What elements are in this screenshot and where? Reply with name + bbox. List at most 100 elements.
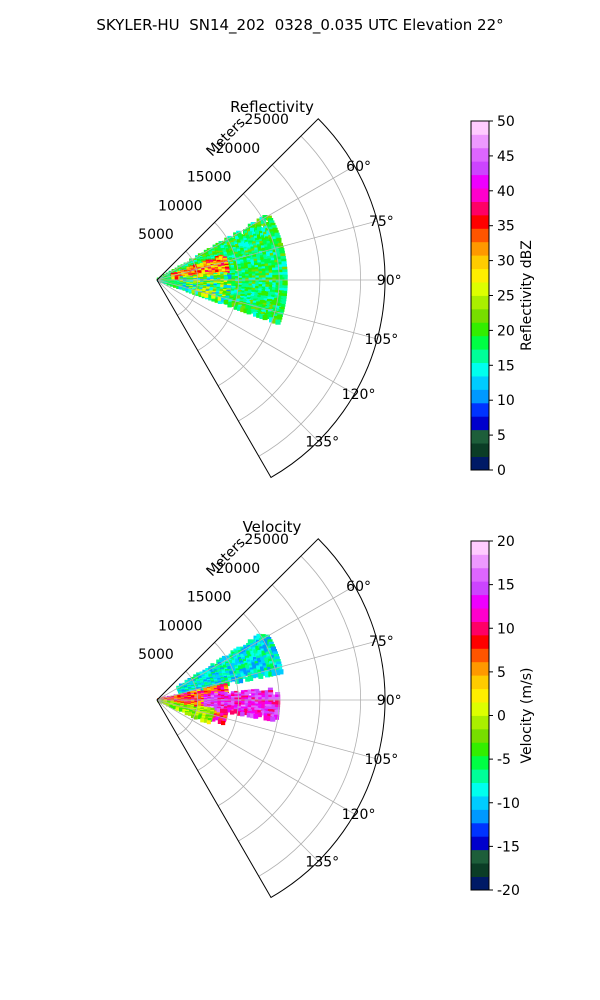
echo-cell <box>252 664 257 670</box>
colorbar-segment <box>471 728 489 743</box>
colorbar-segment <box>471 715 489 730</box>
echo-cell <box>278 264 284 270</box>
azimuth-tick-label: 120° <box>342 807 376 823</box>
colorbar-segment <box>471 849 489 864</box>
echo-cell <box>213 706 218 711</box>
azimuth-tick-label: 105° <box>365 332 399 348</box>
range-tick-label: 20000 <box>216 561 261 577</box>
echo-cell <box>188 288 192 293</box>
colorbar-segment <box>471 863 489 877</box>
colorbar-segment <box>471 809 489 824</box>
echo-cell <box>178 708 183 712</box>
sector-frame <box>156 538 386 899</box>
echo-cell <box>221 718 227 723</box>
echo-cell <box>250 261 256 267</box>
azimuth-tick-label: 75° <box>369 634 394 650</box>
echo-cell <box>250 669 255 675</box>
echo-cell <box>236 711 242 716</box>
echo-cell <box>197 715 202 720</box>
echo-cell <box>231 302 236 307</box>
colorbar-segment <box>471 335 489 350</box>
echo-cell <box>215 296 220 301</box>
echo-cell <box>277 259 283 265</box>
colorbar-segment <box>471 295 489 310</box>
echo-cell <box>171 276 175 280</box>
echo-cell <box>233 709 238 714</box>
echo-cell <box>191 289 196 294</box>
echo-cell <box>224 297 229 302</box>
echo-cell <box>278 290 284 296</box>
figure-title: SKYLER-HU SN14_202 0328_0.035 UTC Elevat… <box>96 16 504 34</box>
echo-cell <box>197 291 202 296</box>
echo-cell <box>193 281 197 285</box>
echo-cell <box>270 716 276 722</box>
echo-cell <box>205 668 210 672</box>
range-tick-label: 5000 <box>138 227 174 243</box>
echo-cell <box>278 285 285 291</box>
range-ring <box>197 642 239 771</box>
echo-cell <box>236 646 241 652</box>
echo-cell <box>233 305 239 310</box>
echo-cell <box>254 672 260 678</box>
echo-cell <box>248 273 254 279</box>
echo-cell <box>209 668 214 673</box>
echo-cell <box>241 251 246 257</box>
echo-cell <box>160 700 164 704</box>
echo-cell <box>256 633 262 639</box>
range-tick-label: 15000 <box>187 170 232 186</box>
echo-cell <box>241 648 246 654</box>
colorbar-segment <box>471 688 489 703</box>
echo-cell <box>277 298 283 304</box>
colorbar-segment <box>471 402 489 417</box>
echo-cell <box>228 237 233 242</box>
echo-cell <box>210 275 215 280</box>
colorbar-tick-label: 50 <box>497 114 515 130</box>
colorbar-segment <box>471 214 489 229</box>
echo-cell <box>225 655 231 660</box>
range-ring <box>217 613 280 807</box>
panel-title: Reflectivity <box>230 98 314 116</box>
echo-cell <box>206 274 211 279</box>
echo-cell <box>269 317 275 323</box>
echo-cell <box>281 296 287 302</box>
echo-cell <box>230 705 235 710</box>
colorbar-segment <box>471 621 489 636</box>
echo-cell <box>204 715 209 720</box>
echo-cell <box>201 715 206 720</box>
colorbar-label: Reflectivity dBZ <box>519 240 535 351</box>
echo-cell <box>282 285 288 291</box>
colorbar-segment <box>471 201 489 216</box>
colorbar-tick-label: -15 <box>497 839 520 855</box>
colorbar-segment <box>471 608 489 622</box>
echo-cell <box>217 662 222 667</box>
azimuth-gridline <box>156 585 355 701</box>
colorbar-segment <box>471 675 489 690</box>
echo-cell <box>254 294 259 300</box>
colorbar-segment <box>471 769 489 784</box>
echo-cell <box>216 659 221 664</box>
echo-cell <box>247 689 253 695</box>
sector-frame <box>156 118 386 479</box>
echo-cell <box>278 669 284 675</box>
colorbar-tick-label: 45 <box>497 149 515 165</box>
colorbar-segment <box>471 581 489 596</box>
colorbar-segment <box>471 282 489 296</box>
range-ring <box>177 250 199 316</box>
echo-cell <box>219 257 224 262</box>
echo-cell <box>182 709 186 713</box>
echo-cell <box>220 245 225 250</box>
echo-cell <box>174 276 179 280</box>
echo-cell <box>225 239 230 244</box>
echo-cell <box>224 691 229 696</box>
echo-cell <box>232 660 237 665</box>
echo-cell <box>253 714 259 719</box>
echo-cell <box>227 699 232 704</box>
echo-cell <box>227 274 232 279</box>
echo-cell <box>261 670 267 676</box>
azimuth-tick-label: 120° <box>342 387 376 403</box>
echo-cell <box>223 300 228 305</box>
echo-cell <box>234 302 240 307</box>
echo-cell <box>194 290 199 295</box>
echo-cell <box>282 282 288 288</box>
echo-cell <box>227 694 232 699</box>
